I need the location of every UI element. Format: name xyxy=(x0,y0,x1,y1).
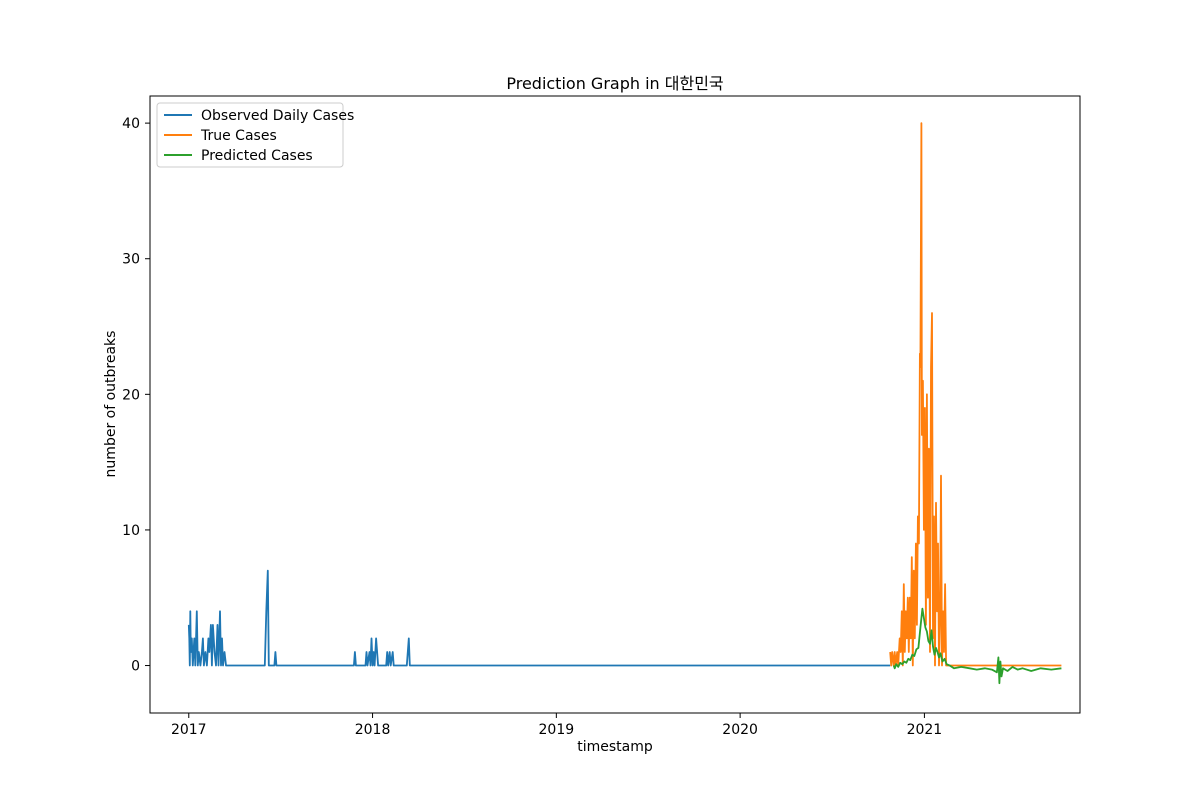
plot-frame xyxy=(149,95,1081,714)
legend: Observed Daily Cases True Cases Predicted … xyxy=(156,102,354,168)
x-axis: 2017 2018 2019 2020 2021 xyxy=(171,713,942,738)
legend-label: Predicted Cases xyxy=(201,148,313,164)
x-axis-label: timestamp xyxy=(577,739,653,755)
series-line-1 xyxy=(889,122,1062,667)
x-tick-label: 2017 xyxy=(171,722,207,738)
y-tick-label: 10 xyxy=(122,523,140,539)
legend-label: True Cases xyxy=(200,128,277,144)
x-tick-label: 2020 xyxy=(722,722,758,738)
x-tick-label: 2021 xyxy=(907,722,943,738)
legend-box xyxy=(156,102,344,168)
x-tick-label: 2019 xyxy=(539,722,575,738)
x-tick-label: 2018 xyxy=(355,722,391,738)
y-axis-label: number of outbreaks xyxy=(103,331,119,478)
y-axis: 0 10 20 30 40 xyxy=(122,116,150,675)
y-tick-label: 40 xyxy=(122,116,140,132)
series-layer xyxy=(187,122,1062,685)
y-tick-label: 20 xyxy=(122,387,140,403)
series-line-2 xyxy=(892,607,1062,685)
y-tick-label: 30 xyxy=(122,252,140,268)
y-tick-label: 0 xyxy=(131,659,140,675)
chart-title: Prediction Graph in 대한민국 xyxy=(506,74,723,93)
series-line-0 xyxy=(187,569,891,667)
legend-label: Observed Daily Cases xyxy=(201,108,354,124)
